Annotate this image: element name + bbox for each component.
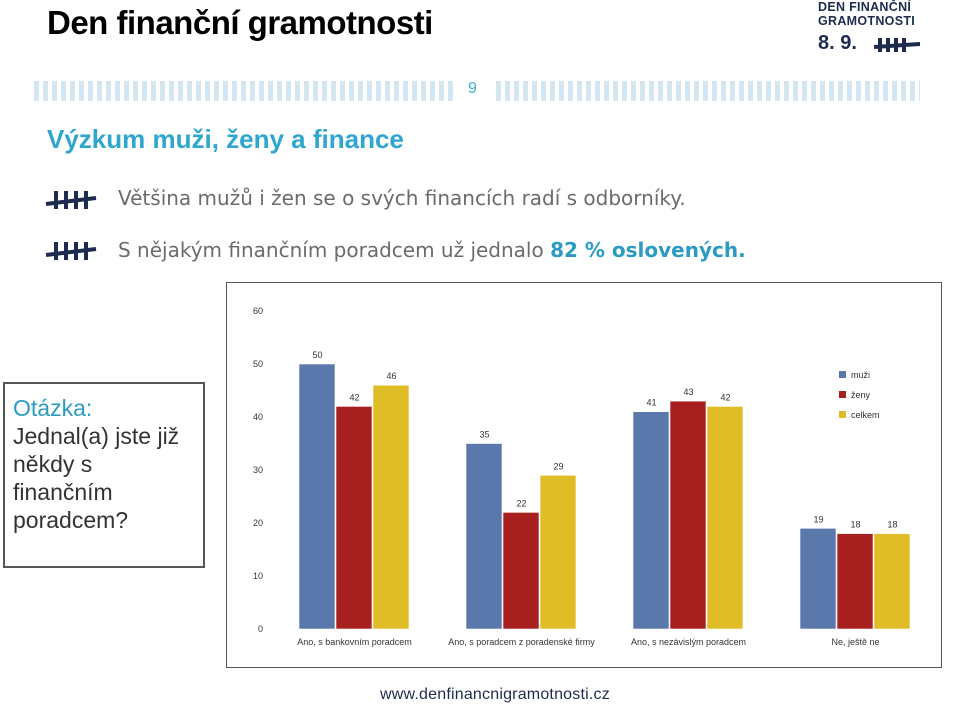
page-title: Den finanční gramotnosti <box>47 4 433 41</box>
bar-muži <box>465 443 503 630</box>
data-label: 35 <box>479 430 489 440</box>
bar-celkem <box>372 384 410 630</box>
x-tick-label: Ano, s nezávislým poradcem <box>631 637 746 647</box>
bar-celkem <box>539 475 577 630</box>
bullet-text-2: S nějakým finančním poradcem už jednalo … <box>118 238 746 262</box>
y-tick-label: 50 <box>253 359 263 369</box>
bullet-text-2-highlight: 82 % oslovených. <box>550 238 746 262</box>
data-label: 50 <box>312 350 322 360</box>
legend-entry: muži <box>851 370 870 380</box>
data-label: 42 <box>720 392 730 402</box>
data-label: 43 <box>683 387 693 397</box>
decor-stripe-left <box>34 81 454 101</box>
question-label: Otázka: <box>13 395 93 421</box>
website-url: www.denfinancnigramotnosti.cz <box>380 686 610 703</box>
y-tick-label: 20 <box>253 518 263 528</box>
tally-icon <box>874 38 921 52</box>
bullet-text-1: Většina mužů i žen se o svých financích … <box>118 186 686 210</box>
data-label: 42 <box>349 392 359 402</box>
data-label: 18 <box>850 520 860 530</box>
data-label: 46 <box>386 371 396 381</box>
tally-bullet-icon <box>45 191 97 209</box>
y-tick-label: 0 <box>258 624 263 634</box>
data-label: 22 <box>516 498 526 508</box>
decor-stripe-right <box>496 81 920 101</box>
bar-muži <box>799 528 837 630</box>
page-number: 9 <box>468 80 477 97</box>
y-tick-label: 30 <box>253 465 263 475</box>
y-tick-label: 40 <box>253 412 263 422</box>
legend-entry: ženy <box>851 390 871 400</box>
question-box: Otázka: Jednal(a) jste již někdy s finan… <box>3 382 205 568</box>
question-text: Jednal(a) jste již někdy s finančním por… <box>13 423 180 533</box>
chart-frame: 0 10 20 30 40 50 60 50 42 46 Ano, s bankovním pora… <box>226 282 942 668</box>
legend-swatch <box>839 371 846 378</box>
bar-ženy <box>502 512 540 630</box>
data-label: 41 <box>646 398 656 408</box>
logo-line-2: GRAMOTNOSTI <box>818 14 916 28</box>
bar-muži <box>298 363 336 630</box>
bar-muži <box>632 411 670 630</box>
data-label: 29 <box>553 461 563 471</box>
x-tick-label: Ano, s poradcem z poradenské firmy <box>448 637 595 647</box>
bar-ženy <box>669 400 707 630</box>
bar-ženy <box>335 406 373 630</box>
bar-chart: 0 10 20 30 40 50 60 50 42 46 Ano, s bankovním pora… <box>253 306 911 647</box>
legend-swatch <box>839 411 846 418</box>
event-logo: DEN FINANČNÍ GRAMOTNOSTI 8. 9. <box>818 0 928 56</box>
bar-celkem <box>873 533 911 630</box>
legend-entry: celkem <box>851 410 880 420</box>
tally-bullet-icon <box>45 242 97 260</box>
legend-swatch <box>839 391 846 398</box>
y-tick-label: 60 <box>253 306 263 316</box>
logo-line-1: DEN FINANČNÍ <box>818 0 912 14</box>
x-tick-label: Ne, ještě ne <box>831 637 879 647</box>
data-label: 19 <box>813 514 823 524</box>
data-label: 18 <box>887 520 897 530</box>
bullet-text-2-main: S nějakým finančním poradcem už jednalo <box>118 238 551 262</box>
y-tick-label: 10 <box>253 571 263 581</box>
x-tick-label: Ano, s bankovním poradcem <box>297 637 412 647</box>
bar-celkem <box>706 406 744 630</box>
logo-date: 8. 9. <box>818 32 857 54</box>
section-subtitle: Výzkum muži, ženy a finance <box>47 124 404 154</box>
bar-ženy <box>836 533 874 630</box>
